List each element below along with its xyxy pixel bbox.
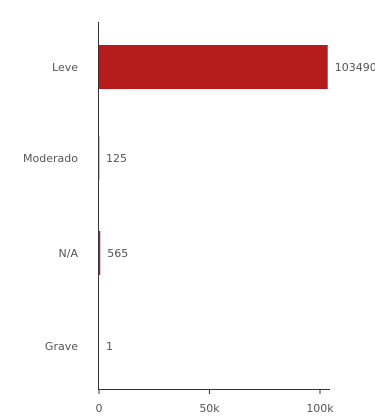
value-label: 125 (106, 152, 127, 165)
bars-group (99, 45, 328, 368)
value-label: 1 (106, 340, 113, 353)
x-tick-label: 100k (306, 402, 334, 415)
x-tick-label: 0 (96, 402, 103, 415)
x-tick-label: 50k (199, 402, 220, 415)
value-label: 103490 (335, 61, 375, 74)
category-label: N/A (59, 247, 79, 260)
category-labels-group: Leve Moderado N/A Grave (23, 61, 78, 353)
category-label: Leve (52, 61, 78, 74)
x-ticks-group: 0 50k 100k (96, 389, 334, 415)
category-label: Moderado (23, 152, 78, 165)
bar-leve (99, 45, 328, 89)
value-labels-group: 103490 125 565 1 (106, 61, 375, 353)
bar-n-a (99, 231, 101, 275)
value-label: 565 (107, 247, 128, 260)
category-label: Grave (45, 340, 78, 353)
